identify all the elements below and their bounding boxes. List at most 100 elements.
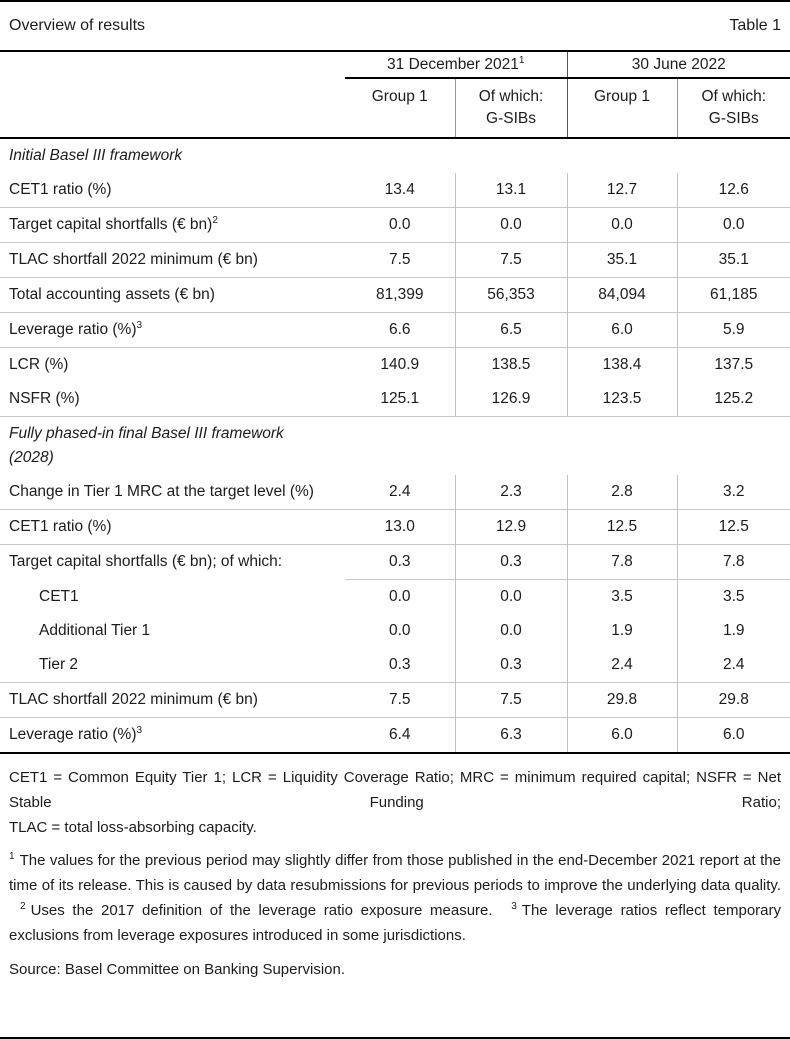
table-row: Change in Tier 1 MRC at the target level…	[0, 475, 790, 510]
value-cell: 0.0	[345, 579, 455, 614]
value-cell: 6.0	[566, 717, 677, 754]
table-row: Additional Tier 1 0.0 0.0 1.9 1.9	[0, 614, 790, 648]
table-row: NSFR (%) 125.1 126.9 123.5 125.2	[0, 382, 790, 417]
row-label: CET1 ratio (%)	[9, 181, 112, 198]
value-cell: 6.5	[454, 312, 567, 348]
value-cell: 0.0	[454, 207, 567, 243]
row-label: CET1	[39, 587, 79, 605]
table-number: Table 1	[729, 17, 781, 34]
col-header-group1-jun: Group 1	[566, 78, 677, 139]
value-cell: 0.0	[454, 614, 567, 648]
footnote-text: The values for the previous period may s…	[9, 852, 781, 894]
value-cell: 3.2	[676, 475, 790, 510]
value-cell: 84,094	[566, 277, 677, 313]
value-cell: 7.5	[345, 682, 455, 718]
value-cell: 2.4	[676, 648, 790, 683]
results-table: 31 December 20211 30 June 2022 Group 1 O…	[0, 52, 790, 754]
value-cell: 5.9	[676, 312, 790, 348]
col-header-gsibs-jun: Of which: G-SIBs	[676, 78, 790, 139]
value-cell: 6.0	[566, 312, 677, 348]
footnote-marker: 1	[9, 851, 15, 862]
value-cell: 138.4	[566, 347, 677, 382]
value-cell: 56,353	[454, 277, 567, 313]
value-cell: 137.5	[676, 347, 790, 382]
table-row: Target capital shortfalls (€ bn)2 0.0 0.0 0…	[0, 207, 790, 243]
colgroup-label: 31 December 2021	[387, 55, 519, 73]
value-cell: 81,399	[345, 277, 455, 313]
table-title-row: Overview of results Table 1	[0, 2, 790, 52]
value-cell: 7.8	[566, 544, 677, 580]
value-cell: 13.4	[384, 181, 415, 198]
section-label: Initial Basel III framework	[9, 147, 183, 164]
footnote-marker: 1	[518, 54, 525, 66]
col-header-label: Of which:	[478, 88, 544, 105]
table-row: Tier 2 0.3 0.3 2.4 2.4	[0, 648, 790, 683]
bottom-rule	[0, 1037, 790, 1039]
row-label: LCR (%)	[0, 347, 345, 382]
value-cell: 0.3	[388, 656, 411, 673]
value-cell: 0.0	[566, 207, 677, 243]
row-label: Additional Tier 1	[39, 622, 151, 639]
value-cell: 12.9	[454, 509, 567, 545]
table-row: CET1 ratio (%) 13.0 12.9 12.5 12.5	[0, 509, 790, 545]
subcol-header-row: Group 1 Of which: G-SIBs Group 1 Of which…	[0, 78, 790, 139]
row-label: Leverage ratio (%)3	[0, 717, 345, 754]
value-cell: 29.8	[566, 682, 677, 718]
value-cell: 6.3	[454, 717, 567, 754]
source-line: Source: Basel Committee on Banking Super…	[9, 961, 346, 978]
value-cell: 126.9	[454, 382, 567, 417]
empty-header-cell	[0, 78, 345, 139]
value-cell: 13.0	[345, 509, 455, 545]
value-cell: 6.4	[345, 717, 455, 754]
value-cell: 3.5	[676, 579, 790, 614]
value-cell: 2.8	[566, 475, 677, 510]
value-cell: 7.8	[676, 544, 790, 580]
colgroup-jun-2022: 30 June 2022	[566, 52, 790, 79]
value-cell: 13.1	[454, 173, 567, 208]
value-cell: 12.7	[566, 173, 677, 208]
value-cell: 0.3	[454, 648, 567, 683]
row-label: Leverage ratio (%)3	[0, 312, 345, 348]
table-row: Leverage ratio (%)3 6.4 6.3 6.0 6.0	[0, 717, 790, 754]
value-cell: 12.6	[676, 173, 790, 208]
value-cell: 0.0	[388, 622, 411, 639]
value-cell: 1.9	[676, 614, 790, 648]
value-cell: 0.0	[676, 207, 790, 243]
col-header-gsibs-dec: Of which: G-SIBs	[454, 78, 567, 139]
col-header-label: Group 1	[371, 88, 428, 105]
results-table-header: 31 December 20211 30 June 2022 Group 1 O…	[0, 52, 790, 139]
row-label: TLAC shortfall 2022 minimum (€ bn)	[0, 242, 345, 278]
value-cell: 125.1	[380, 390, 420, 407]
section-cell: Initial Basel III framework	[0, 138, 790, 173]
row-label: NSFR (%)	[9, 390, 80, 407]
table-title: Overview of results	[9, 17, 146, 34]
value-cell: 61,185	[676, 277, 790, 313]
table-row: TLAC shortfall 2022 minimum (€ bn) 7.5 7.5…	[0, 682, 790, 718]
footnote-text: The leverage ratios reflect temporary ex…	[9, 902, 781, 944]
value-cell: 140.9	[345, 347, 455, 382]
value-cell: 2.4	[388, 483, 411, 500]
row-label: Tier 2	[39, 656, 79, 673]
value-cell: 7.5	[454, 682, 567, 718]
value-cell: 138.5	[454, 347, 567, 382]
value-cell: 125.2	[676, 382, 790, 417]
footnote-marker: 2	[212, 214, 218, 226]
value-cell: 1.9	[566, 614, 677, 648]
table-row: CET1 ratio (%) 13.4 13.1 12.7 12.6	[0, 173, 790, 208]
value-cell: 2.4	[566, 648, 677, 683]
section-row: Fully phased-in final Basel III framewor…	[0, 416, 790, 475]
row-label: Target capital shortfalls (€ bn)2	[0, 207, 345, 243]
footnote-marker: 3	[136, 724, 143, 736]
value-cell: 2.3	[454, 475, 567, 510]
row-label: TLAC shortfall 2022 minimum (€ bn)	[0, 682, 345, 718]
footnotes-block: CET1 = Common Equity Tier 1; LCR = Liqui…	[0, 754, 790, 982]
footnote-marker: 2	[20, 901, 26, 912]
abbreviations-text: CET1 = Common Equity Tier 1; LCR = Liqui…	[9, 769, 781, 811]
col-header-label: G-SIBs	[486, 110, 536, 127]
row-label: CET1 ratio (%)	[0, 509, 345, 545]
col-header-label: Group 1	[593, 88, 650, 105]
section-row: Initial Basel III framework	[0, 138, 790, 173]
footnote-paragraph: 1 The values for the previous period may …	[9, 848, 781, 948]
empty-header-cell	[0, 52, 345, 78]
